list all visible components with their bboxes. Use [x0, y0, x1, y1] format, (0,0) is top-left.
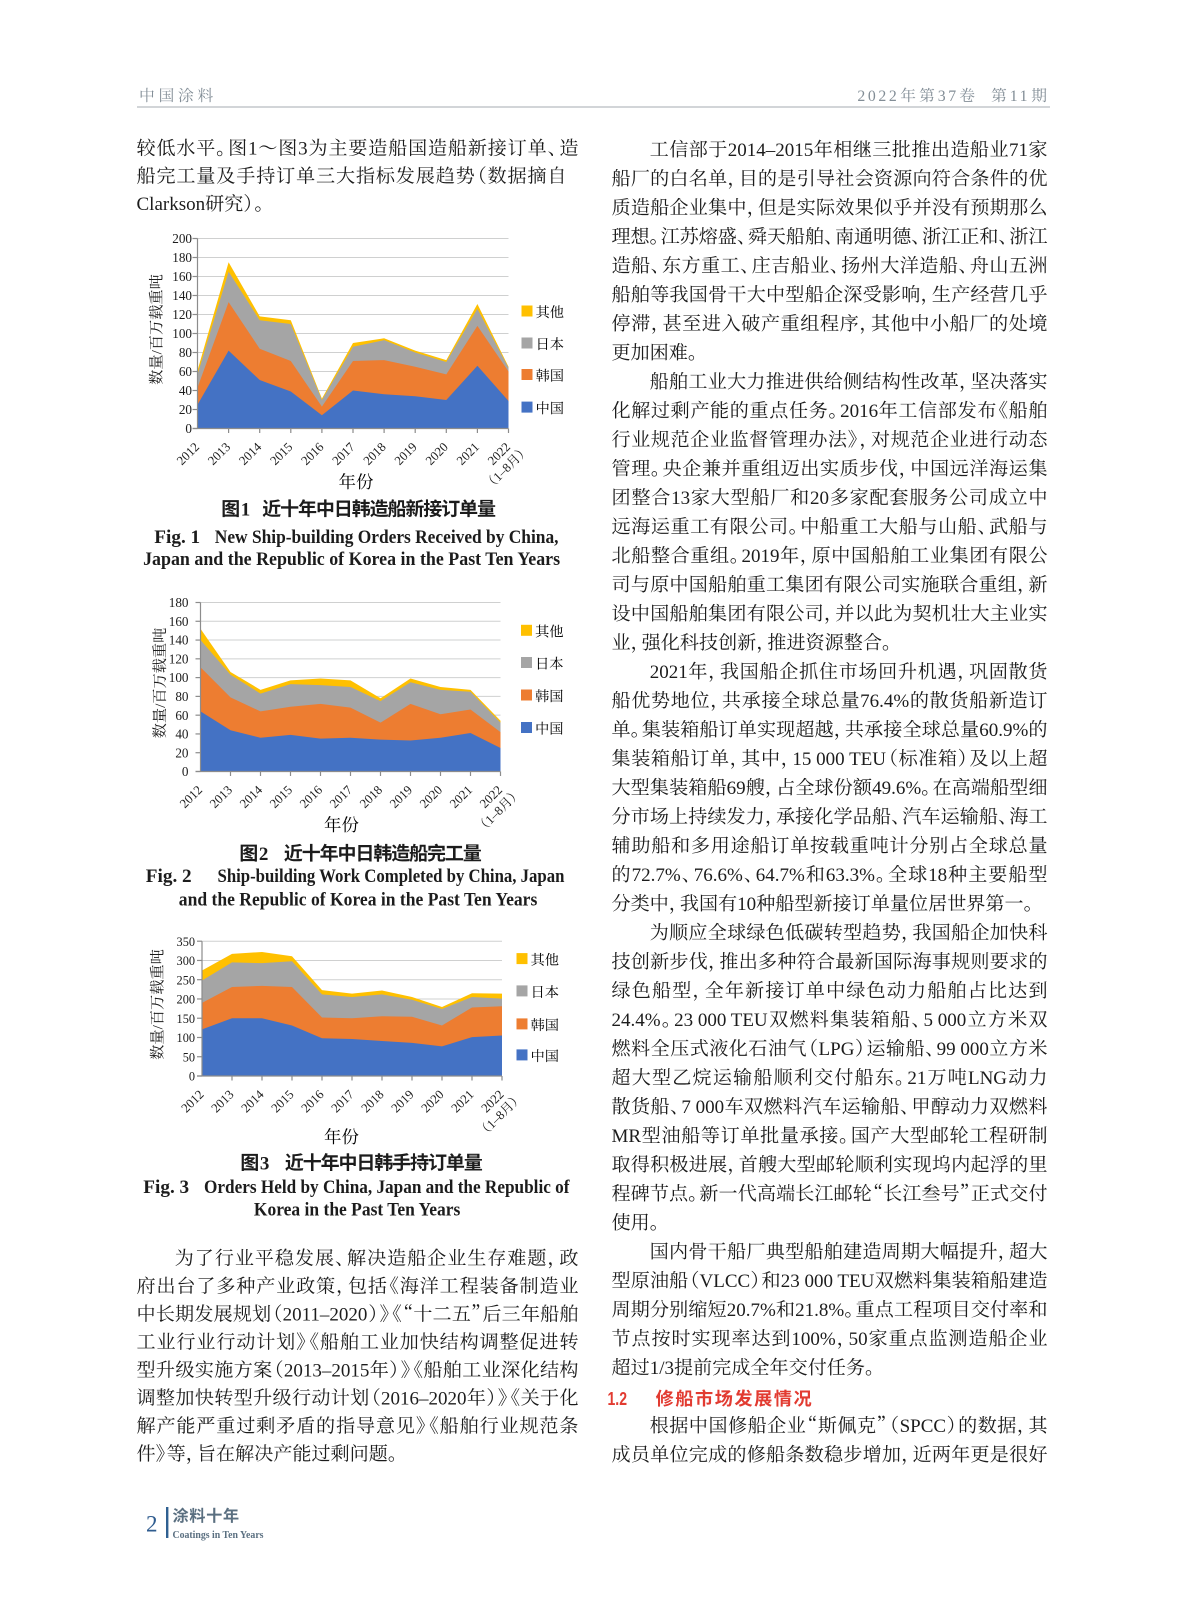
svg-text:3: 3 — [298, 139, 308, 160]
svg-text:2016: 2016 — [840, 401, 878, 422]
svg-text:100: 100 — [177, 1031, 195, 1045]
svg-text:71: 71 — [1009, 140, 1028, 161]
svg-text:New Ship-building Orders Recei: New Ship-building Orders Received by Chi… — [215, 527, 559, 548]
svg-text:120: 120 — [169, 651, 189, 666]
svg-text:10: 10 — [737, 894, 756, 915]
svg-text:20: 20 — [179, 402, 193, 417]
svg-text:99 000: 99 000 — [937, 1039, 989, 1060]
svg-text:20: 20 — [175, 745, 189, 760]
svg-text:23 000 TEU: 23 000 TEU — [674, 1010, 768, 1031]
svg-text:Coatings in Ten Years: Coatings in Ten Years — [173, 1529, 264, 1541]
svg-text:140: 140 — [172, 288, 192, 303]
svg-text:160: 160 — [169, 614, 189, 629]
svg-text:180: 180 — [172, 250, 192, 265]
svg-text:LNG: LNG — [968, 1068, 1007, 1089]
svg-text:2022: 2022 — [857, 88, 899, 105]
svg-text:2016–2020: 2016–2020 — [381, 1388, 467, 1409]
svg-text:200: 200 — [172, 231, 192, 246]
svg-text:50: 50 — [183, 1050, 195, 1064]
svg-text:100%: 100% — [791, 1329, 836, 1350]
svg-text:18: 18 — [928, 865, 947, 886]
svg-text:Korea in the Past Ten Years: Korea in the Past Ten Years — [254, 1200, 460, 1221]
svg-text:1: 1 — [248, 139, 258, 160]
svg-text:1/3: 1/3 — [650, 1358, 674, 1379]
svg-text:40: 40 — [179, 383, 193, 398]
svg-text:76.4%: 76.4% — [860, 691, 909, 712]
svg-text:24.4%: 24.4% — [612, 1010, 661, 1031]
svg-text:2013–2015: 2013–2015 — [284, 1360, 370, 1381]
svg-text:350: 350 — [177, 935, 195, 949]
svg-text:40: 40 — [175, 727, 189, 742]
svg-text:180: 180 — [169, 595, 189, 610]
svg-text:1: 1 — [241, 500, 251, 521]
svg-text:21: 21 — [907, 1068, 926, 1089]
svg-text:LPG: LPG — [819, 1039, 855, 1060]
svg-text:49.6%: 49.6% — [872, 778, 921, 799]
svg-text:13: 13 — [671, 488, 690, 509]
svg-text:Fig. 1: Fig. 1 — [154, 527, 200, 548]
svg-text:60: 60 — [175, 708, 189, 723]
svg-text:150: 150 — [177, 1012, 195, 1026]
svg-text:0: 0 — [185, 421, 192, 436]
svg-text:Fig. 3: Fig. 3 — [143, 1177, 189, 1198]
svg-text:VLCC: VLCC — [700, 1271, 751, 1292]
svg-text:20.7%: 20.7% — [727, 1300, 776, 1321]
svg-text:60: 60 — [179, 364, 193, 379]
svg-text:250: 250 — [177, 973, 195, 987]
svg-text:Orders Held by China, Japan an: Orders Held by China, Japan and the Repu… — [204, 1177, 570, 1198]
svg-text:/: / — [150, 1024, 167, 1029]
svg-text:2019: 2019 — [741, 546, 779, 567]
svg-text:76.6%: 76.6% — [694, 865, 743, 886]
svg-text:Fig. 2: Fig. 2 — [146, 866, 192, 887]
svg-text:SPCC: SPCC — [900, 1416, 946, 1437]
svg-text:60.9%: 60.9% — [979, 720, 1028, 741]
svg-text:3: 3 — [260, 1153, 270, 1174]
svg-text:120: 120 — [172, 307, 192, 322]
svg-text:64.7%: 64.7% — [756, 865, 805, 886]
svg-text:and the Republic of Korea in t: and the Republic of Korea in the Past Te… — [179, 890, 538, 911]
svg-text:2: 2 — [146, 1512, 158, 1537]
svg-text:Clarkson: Clarkson — [137, 194, 206, 215]
svg-text:2011–2020: 2011–2020 — [283, 1305, 368, 1326]
svg-text:63.3%: 63.3% — [826, 865, 875, 886]
svg-text:100: 100 — [169, 670, 189, 685]
svg-text:MR: MR — [612, 1126, 642, 1147]
svg-text:7 000: 7 000 — [681, 1097, 724, 1118]
svg-text:2021: 2021 — [650, 662, 688, 683]
svg-text:23 000 TEU: 23 000 TEU — [781, 1271, 875, 1292]
svg-text:20: 20 — [810, 488, 829, 509]
svg-text:100: 100 — [172, 326, 192, 341]
svg-text:80: 80 — [179, 345, 193, 360]
svg-text:160: 160 — [172, 269, 192, 284]
svg-text:Japan and the Republic of Kore: Japan and the Republic of Korea in the P… — [143, 549, 560, 570]
svg-text:21.8%: 21.8% — [795, 1300, 844, 1321]
svg-text:72.7%: 72.7% — [632, 865, 681, 886]
svg-text:5 000: 5 000 — [924, 1010, 967, 1031]
svg-text:80: 80 — [175, 689, 189, 704]
svg-text:50: 50 — [849, 1329, 868, 1350]
svg-text:200: 200 — [177, 993, 195, 1007]
svg-text:69: 69 — [727, 778, 746, 799]
svg-text:2: 2 — [259, 844, 269, 865]
svg-text:2014–2015: 2014–2015 — [728, 140, 814, 161]
svg-text:300: 300 — [177, 954, 195, 968]
svg-text:0: 0 — [182, 764, 189, 779]
svg-text:Ship-building Work Completed b: Ship-building Work Completed by China, J… — [218, 866, 565, 887]
svg-text:11: 11 — [1010, 88, 1030, 105]
svg-text:140: 140 — [169, 633, 189, 648]
svg-text:/: / — [149, 349, 166, 354]
svg-text:/: / — [152, 703, 169, 708]
svg-text:37: 37 — [938, 88, 959, 105]
svg-text:0: 0 — [189, 1070, 195, 1084]
svg-text:1.2: 1.2 — [608, 1388, 628, 1409]
svg-text:15 000 TEU: 15 000 TEU — [792, 749, 886, 770]
